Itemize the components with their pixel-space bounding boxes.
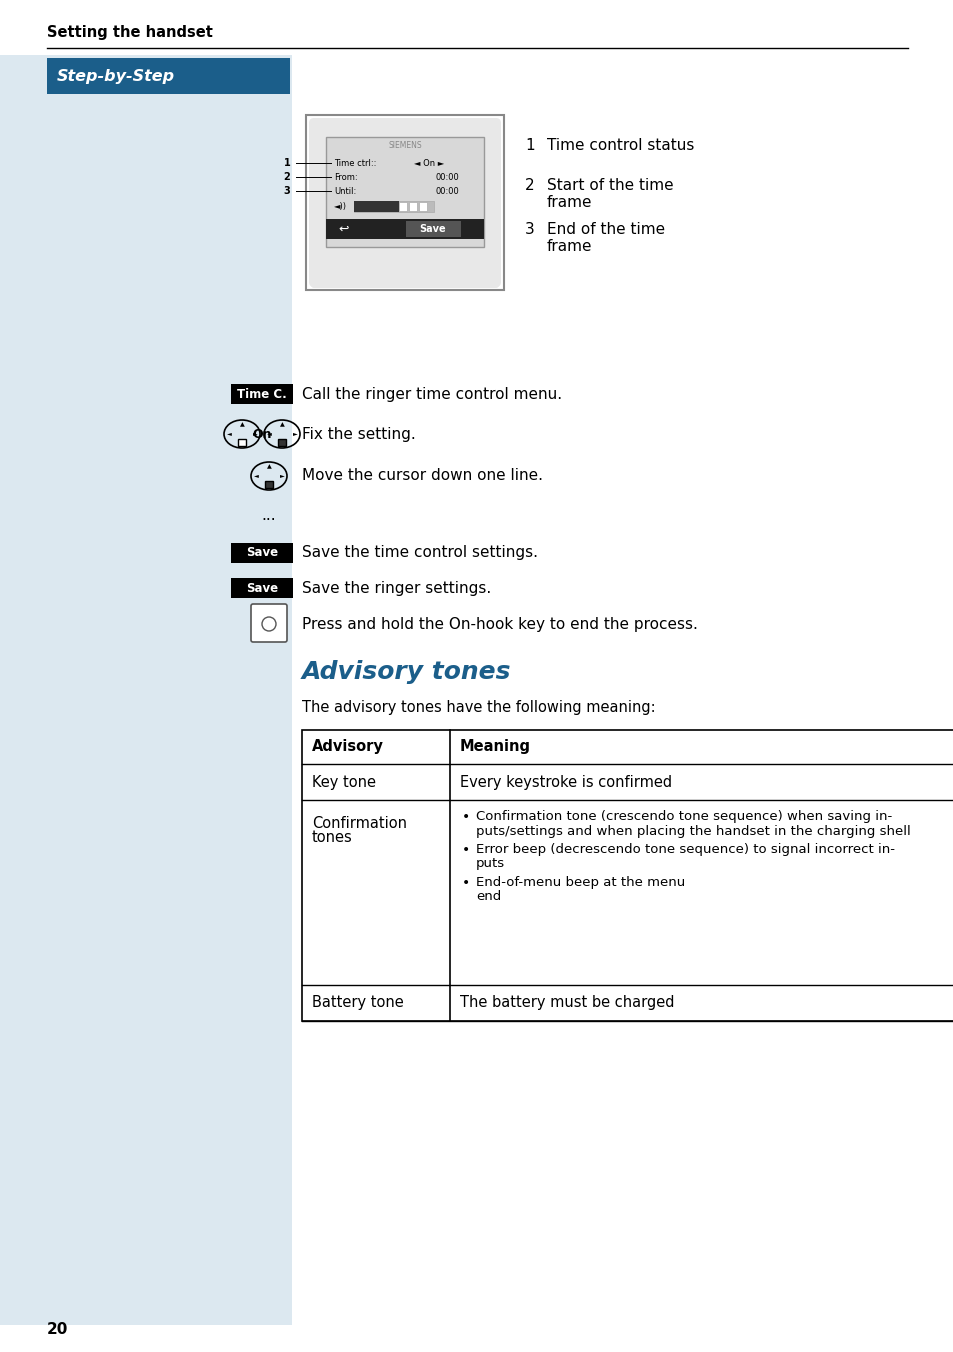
Text: Call the ringer time control menu.: Call the ringer time control menu. (302, 387, 561, 402)
Text: ...: ... (261, 508, 276, 523)
Text: Error beep (decrescendo tone sequence) to signal incorrect in-: Error beep (decrescendo tone sequence) t… (476, 844, 894, 856)
Text: Advisory tones: Advisory tones (302, 660, 511, 684)
FancyBboxPatch shape (47, 58, 290, 95)
FancyBboxPatch shape (302, 730, 953, 1021)
Text: puts/settings and when placing the handset in the charging shell: puts/settings and when placing the hands… (476, 825, 910, 837)
Text: Move the cursor down one line.: Move the cursor down one line. (302, 469, 542, 484)
Text: 3: 3 (283, 187, 290, 196)
Text: Every keystroke is confirmed: Every keystroke is confirmed (459, 775, 672, 790)
Text: Fix the setting.: Fix the setting. (302, 426, 416, 442)
FancyBboxPatch shape (237, 439, 246, 446)
Text: 1: 1 (524, 138, 534, 153)
Text: Save: Save (246, 581, 277, 595)
Text: Press and hold the On-hook key to end the process.: Press and hold the On-hook key to end th… (302, 617, 698, 631)
Text: ►: ► (279, 473, 284, 479)
Text: 00:00: 00:00 (436, 187, 459, 196)
FancyBboxPatch shape (251, 604, 287, 642)
Text: ◄)): ◄)) (334, 203, 347, 211)
Text: Meaning: Meaning (459, 740, 531, 754)
Text: 1: 1 (283, 158, 290, 168)
Text: Save the time control settings.: Save the time control settings. (302, 545, 537, 561)
Text: 3: 3 (524, 222, 535, 237)
FancyBboxPatch shape (326, 137, 483, 247)
FancyBboxPatch shape (231, 544, 293, 562)
Text: ▲: ▲ (279, 422, 284, 427)
FancyBboxPatch shape (231, 579, 293, 598)
Text: Confirmation tone (crescendo tone sequence) when saving in-: Confirmation tone (crescendo tone sequen… (476, 810, 891, 823)
FancyBboxPatch shape (354, 201, 398, 212)
Text: Save the ringer settings.: Save the ringer settings. (302, 580, 491, 595)
Text: On: On (252, 427, 272, 441)
FancyBboxPatch shape (309, 118, 500, 287)
Text: end: end (476, 891, 500, 903)
Text: ▲: ▲ (239, 422, 244, 427)
FancyBboxPatch shape (306, 115, 503, 289)
Text: 2: 2 (283, 172, 290, 183)
FancyBboxPatch shape (409, 201, 416, 211)
Text: ◄: ◄ (253, 473, 258, 479)
Text: SIEMENS: SIEMENS (388, 141, 421, 150)
Text: Battery tone: Battery tone (312, 995, 403, 1010)
FancyBboxPatch shape (265, 481, 273, 488)
Text: Save: Save (419, 224, 446, 234)
Text: Until:: Until: (334, 187, 355, 196)
Text: 2: 2 (524, 178, 534, 193)
Text: ◄: ◄ (266, 431, 271, 437)
Text: puts: puts (476, 857, 504, 871)
Text: •: • (461, 810, 470, 823)
Text: ▲: ▲ (266, 465, 271, 469)
Text: Step-by-Step: Step-by-Step (57, 69, 175, 84)
Text: 00:00: 00:00 (436, 173, 459, 181)
Text: ↩: ↩ (338, 223, 349, 235)
FancyBboxPatch shape (231, 384, 293, 404)
Text: ◄ On ►: ◄ On ► (414, 158, 444, 168)
FancyBboxPatch shape (326, 219, 483, 239)
Text: Time control status: Time control status (546, 138, 694, 153)
Text: •: • (461, 844, 470, 857)
Text: Start of the time
frame: Start of the time frame (546, 178, 673, 211)
Text: ◄: ◄ (227, 431, 232, 437)
Text: Time ctrl::: Time ctrl:: (334, 158, 376, 168)
FancyBboxPatch shape (418, 201, 427, 211)
Text: 20: 20 (47, 1322, 69, 1337)
FancyBboxPatch shape (311, 262, 498, 288)
FancyBboxPatch shape (406, 220, 460, 237)
Text: The advisory tones have the following meaning:: The advisory tones have the following me… (302, 700, 655, 715)
Text: ►: ► (293, 431, 297, 437)
Text: tones: tones (312, 830, 353, 845)
Text: Setting the handset: Setting the handset (47, 24, 213, 39)
Text: Key tone: Key tone (312, 775, 375, 790)
FancyBboxPatch shape (277, 439, 286, 446)
FancyBboxPatch shape (0, 55, 292, 1325)
FancyBboxPatch shape (354, 201, 434, 212)
Text: Time C.: Time C. (237, 388, 287, 400)
FancyBboxPatch shape (398, 201, 407, 211)
Text: Save: Save (246, 546, 277, 560)
Text: Advisory: Advisory (312, 740, 383, 754)
Text: ►: ► (253, 431, 257, 437)
Text: •: • (461, 876, 470, 890)
Text: Confirmation: Confirmation (312, 817, 407, 831)
Text: From:: From: (334, 173, 357, 181)
Text: The battery must be charged: The battery must be charged (459, 995, 674, 1010)
Text: End-of-menu beep at the menu: End-of-menu beep at the menu (476, 876, 684, 890)
Text: End of the time
frame: End of the time frame (546, 222, 664, 254)
